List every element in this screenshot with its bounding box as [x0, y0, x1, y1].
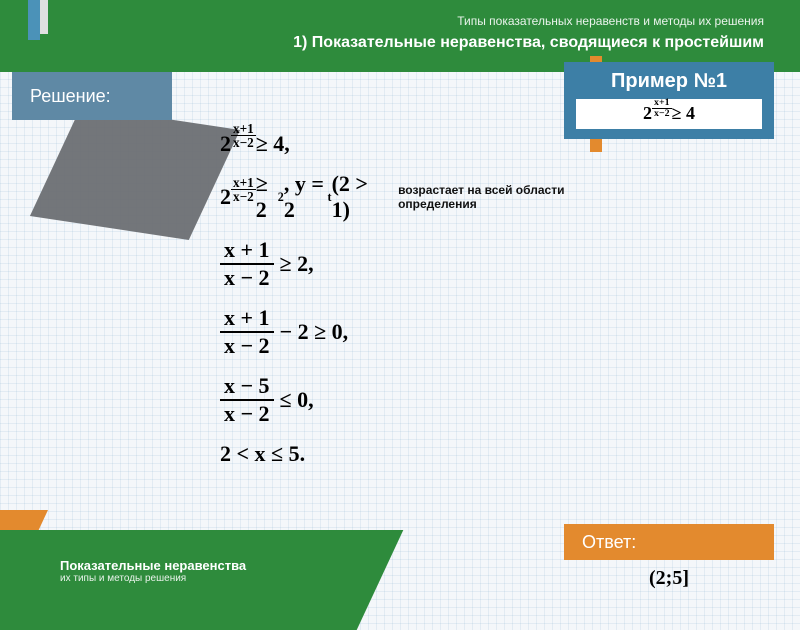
example-box: Пример №1 2x+1x−2≥ 4: [564, 62, 774, 139]
answer-box: Ответ:: [564, 524, 774, 560]
solution-step: 2 < x ≤ 5.: [220, 441, 590, 467]
solution-step: x + 1x − 2 − 2 ≥ 0,: [220, 305, 590, 359]
solution-step: 2x+1x−2 ≥ 22, y = 2t (2 > 1)возрастает н…: [220, 171, 590, 223]
accent-stripe-1: [28, 0, 40, 40]
footer-line-1: Показательные неравенства: [60, 558, 246, 573]
accent-stripe-2: [40, 0, 48, 34]
answer-label: Ответ:: [582, 532, 636, 553]
solution-step: x + 1x − 2 ≥ 2,: [220, 237, 590, 291]
example-expression: 2x+1x−2≥ 4: [576, 99, 762, 129]
decorative-diagonal: [30, 106, 240, 240]
header-subtitle: Типы показательных неравенств и методы и…: [457, 14, 764, 28]
solution-label: Решение:: [30, 86, 111, 107]
example-label: Пример №1: [564, 70, 774, 93]
footer-text: Показательные неравенства их типы и мето…: [60, 558, 246, 584]
solution-step: x − 5x − 2 ≤ 0,: [220, 373, 590, 427]
solution-step: 2x+1x−2 ≥ 4,: [220, 130, 590, 157]
header-title: 1) Показательные неравенства, сводящиеся…: [293, 34, 764, 52]
solution-label-box: Решение:: [12, 72, 172, 120]
answer-value: (2;5]: [564, 567, 774, 590]
footer-line-2: их типы и методы решения: [60, 573, 246, 584]
solution-steps: 2x+1x−2 ≥ 4, 2x+1x−2 ≥ 22, y = 2t (2 > 1)…: [220, 130, 590, 481]
